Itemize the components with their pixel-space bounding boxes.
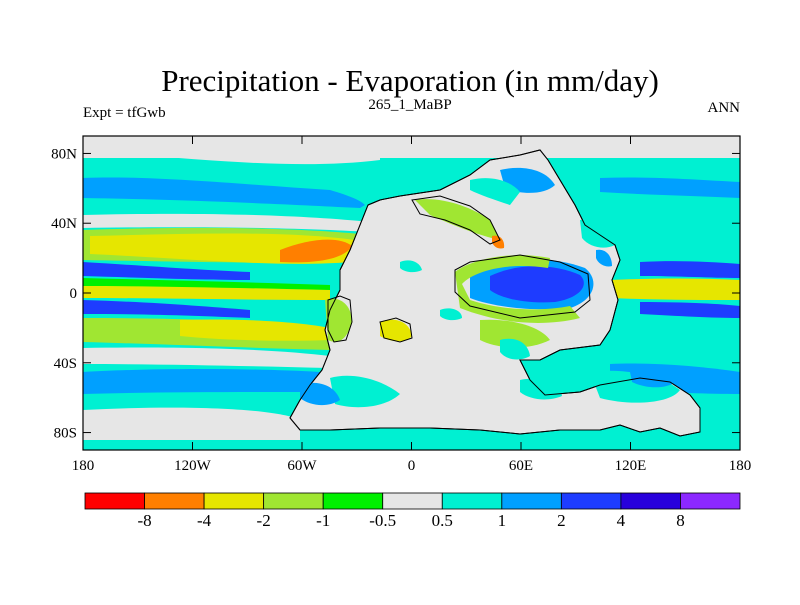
colorbar-swatch <box>322 492 384 510</box>
colorbar-swatch <box>680 492 741 510</box>
continent-outline <box>289 149 701 437</box>
land-deep-blue-east <box>490 266 584 303</box>
land-cyan-north <box>470 178 520 205</box>
land-green-north-east <box>415 199 500 240</box>
colorbar-swatch <box>501 492 562 510</box>
land-blue-southeast <box>630 369 676 388</box>
x-tick-label: 180 <box>729 458 752 474</box>
y-tick-label: 0 <box>70 286 78 302</box>
x-tick-label: 180 <box>72 458 95 474</box>
subtitle-right: ANN <box>708 100 741 116</box>
colorbar-label: 0.5 <box>432 511 453 530</box>
land-cyan-patch-center <box>400 260 422 273</box>
southern-blue-band <box>83 369 320 394</box>
colorbar-label: 1 <box>498 511 507 530</box>
x-tick-label: 60W <box>287 458 317 474</box>
colorbar-swatch <box>263 492 324 510</box>
colorbar-swatch <box>203 492 265 510</box>
colorbar-swatch <box>560 492 622 510</box>
y-tick-label: 80N <box>51 146 77 162</box>
land-green-ring-east <box>455 255 580 323</box>
colorbar-label: -4 <box>197 511 212 530</box>
colorbar-label: -0.5 <box>369 511 396 530</box>
colorbar-swatch <box>382 492 443 510</box>
southern-neutral-band <box>83 407 300 440</box>
north-blue-band-east <box>600 177 740 198</box>
land-orange-north <box>492 235 505 249</box>
x-tick-label: 0 <box>408 458 416 474</box>
east-equatorial-blue <box>640 261 740 278</box>
colorbar-label: -1 <box>316 511 330 530</box>
equatorial-yellow-band <box>83 286 330 300</box>
equatorial-blue-band <box>83 262 250 280</box>
colorbar-swatch <box>441 492 503 510</box>
colorbar-swatch <box>620 492 681 510</box>
y-axis: 80N 40N 0 40S 80S <box>51 146 740 442</box>
y-tick-label: 40S <box>54 356 77 372</box>
land-cyan-patch-south <box>500 338 530 360</box>
colorbar-label: 8 <box>676 511 685 530</box>
center-lake-outline <box>379 317 413 343</box>
colorbar-label: 2 <box>557 511 566 530</box>
land-cyan-south <box>330 375 400 408</box>
north-dry-orange <box>280 239 352 263</box>
colorbar-label: 4 <box>617 511 626 530</box>
south-subtropic-yellow <box>180 319 330 341</box>
x-axis: 180 120W 60W 0 60E 120E 180 <box>72 136 752 474</box>
y-tick-label: 80S <box>54 426 77 442</box>
north-neutral-band <box>83 213 370 232</box>
land-blue-south <box>300 382 340 406</box>
colorbar-label: -8 <box>137 511 151 530</box>
x-tick-label: 120W <box>174 458 212 474</box>
east-south-blue <box>640 302 740 318</box>
y-tick-label: 40N <box>51 216 77 232</box>
west-inlet-outline <box>327 295 353 343</box>
land-blue-east-margin <box>596 249 612 267</box>
chart-title: Precipitation - Evaporation (in mm/day) <box>161 63 659 98</box>
subtitle-left: Expt = tfGwb <box>83 105 166 121</box>
x-tick-label: 60E <box>509 458 533 474</box>
colorbar-swatch <box>144 492 205 510</box>
land-green-south-east <box>480 319 550 348</box>
north-blue-band <box>83 177 365 208</box>
x-tick-label: 120E <box>615 458 647 474</box>
inland-basin-outline <box>454 254 591 319</box>
land-green-west <box>325 298 352 342</box>
east-yellow-band <box>610 278 740 300</box>
land-yellow-center <box>380 319 412 342</box>
south-equatorial-blue <box>83 300 250 318</box>
colorbar: -8 -4 -2 -1 -0.5 0.5 1 2 4 8 <box>84 492 741 530</box>
colorbar-swatch <box>84 492 145 510</box>
south-neutral-band <box>83 347 330 368</box>
land-cyan-patch-center-2 <box>440 308 462 321</box>
subtitle-center: 265_1_MaBP <box>368 97 451 113</box>
arctic-neutral-tongue <box>83 136 380 165</box>
colorbar-label: -2 <box>257 511 271 530</box>
north-east-outline <box>411 195 501 245</box>
contour-map <box>83 136 740 450</box>
